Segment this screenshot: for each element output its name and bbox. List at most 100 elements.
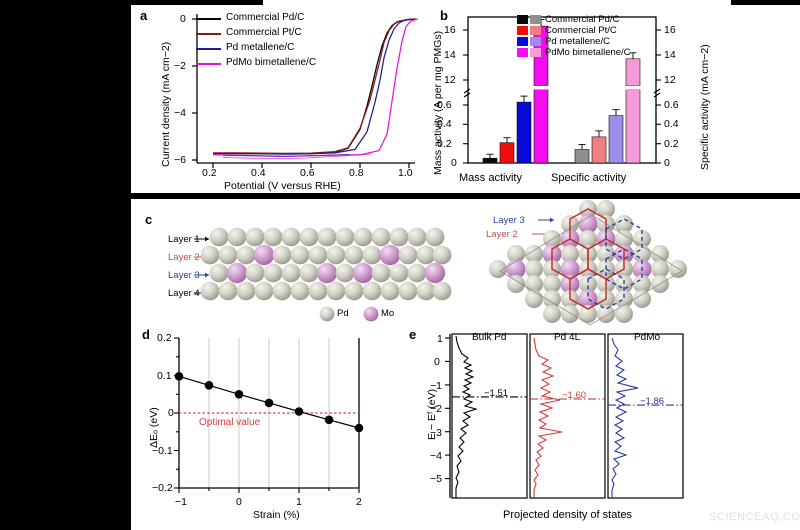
panel-b-legend-label-0: Commercial Pd/C — [545, 14, 620, 25]
panel-c-layer-label-1: Layer 2 — [168, 252, 200, 263]
panel-e-ytick-0: 1 — [437, 333, 443, 345]
panel-b-right-ytick-0: 0 — [664, 157, 670, 169]
panel-a-xtick-4: 1.0 — [398, 167, 413, 179]
panel-a-legend-line-2 — [196, 48, 221, 50]
panel-e-subplot-title-1: Pd 4L — [554, 332, 581, 343]
panel-d-ytick-2: 0 — [168, 407, 174, 419]
panel-d-ytick-1: 0.1 — [157, 370, 172, 382]
panel-d-xtick-0: −1 — [175, 496, 187, 508]
panel-b-left-ytick-3: 0.6 — [437, 99, 452, 111]
panel-c-label: c — [145, 212, 153, 227]
panel-e-xlabel: Projected density of states — [503, 509, 633, 521]
panel-e-dband-value-0: −1.51 — [484, 388, 509, 399]
panel-b-legend-swatch-dark-1 — [517, 26, 528, 35]
panel-b-left-ytick-0: 0 — [451, 157, 457, 169]
panel-c-layer-label-3: Layer 4 — [168, 288, 200, 299]
panel-b-legend-swatch-dark-2 — [517, 37, 528, 46]
panel-b-ylabel-right: Specific activity (mA cm−2) — [699, 44, 711, 170]
panel-b-legend-label-3: PdMo bimetallene/C — [545, 47, 631, 58]
panel-b-legend-swatch-light-2 — [530, 37, 541, 46]
panel-e-ytick-1: 0 — [434, 356, 440, 368]
panel-b-left-ytick-4: 12 — [444, 74, 456, 86]
panel-b-right-ytick-2: 0.4 — [664, 118, 679, 130]
panel-d-plot — [174, 337, 364, 493]
panel-b-label: b — [440, 8, 448, 23]
panel-a-ytick-0: 0 — [180, 13, 186, 25]
panel-b-left-ytick-6: 16 — [444, 24, 456, 36]
panel-a-xtick-2: 0.6 — [300, 167, 315, 179]
panel-e-subplot-title-0: Bulk Pd — [472, 332, 507, 343]
panel-a-legend-label-1: Commercial Pt/C — [226, 27, 302, 38]
panel-a-legend-line-1 — [196, 33, 221, 35]
panel-c-atom-legend-mo: Mo — [381, 308, 395, 319]
panel-d-ylabel: ΔEₒ (eV) — [148, 407, 160, 448]
panel-b-right-ytick-3: 0.6 — [664, 99, 679, 111]
pd-atom-legend-icon — [319, 306, 335, 322]
panel-c-side-view — [194, 227, 452, 322]
panel-d-optimal-annotation: Optimal value — [199, 417, 261, 428]
panel-d-ytick-0: 0.2 — [157, 332, 172, 344]
panel-divider — [131, 193, 800, 199]
panel-d-xtick-2: 1 — [296, 496, 302, 508]
panel-c-right-label-1: Layer 2 — [486, 229, 518, 240]
panel-d-ytick-3: −0.1 — [152, 445, 173, 457]
panel-e-ytick-3: −2 — [430, 403, 442, 415]
panel-e-dband-value-1: −1.60 — [562, 390, 587, 401]
panel-b-group-label-0: Mass activity — [459, 172, 522, 184]
panel-a-xtick-1: 0.4 — [251, 167, 266, 179]
panel-b-legend-label-2: Pd metallene/C — [545, 36, 610, 47]
mo-atom-legend-icon — [363, 306, 379, 322]
panel-a-legend-line-0 — [196, 18, 221, 20]
panel-e-ytick-6: −5 — [430, 473, 442, 485]
panel-b-right-ytick-6: 16 — [664, 24, 676, 36]
panel-a-legend-label-3: PdMo bimetallene/C — [226, 57, 317, 68]
panel-b-left-ytick-1: 0.2 — [437, 138, 452, 150]
panel-d-label: d — [142, 327, 150, 342]
panel-a-xtick-3: 0.8 — [349, 167, 364, 179]
panel-b-legend-swatch-dark-0 — [517, 15, 528, 24]
panel-e-ytick-2: −1 — [430, 380, 442, 392]
panel-d-ytick-4: −0.2 — [152, 482, 173, 494]
panel-b-legend-label-1: Commercial Pt/C — [545, 25, 617, 36]
panel-a-legend-line-3 — [196, 63, 221, 65]
panel-b-right-ytick-5: 14 — [664, 49, 676, 61]
panel-a-legend-label-0: Commercial Pd/C — [226, 12, 305, 23]
panel-b-right-ytick-1: 0.2 — [664, 138, 679, 150]
watermark: SCIENCEAQ.COM — [709, 511, 800, 523]
panel-b-legend-swatch-dark-3 — [517, 48, 528, 57]
panel-c-atom-legend-pd: Pd — [337, 308, 349, 319]
panel-e-label: e — [409, 327, 417, 342]
panel-b-left-ytick-2: 0.4 — [437, 118, 452, 130]
top-notch-tab — [372, 0, 394, 10]
panel-c-top-view — [489, 200, 687, 326]
panel-c-right-label-0: Layer 3 — [493, 215, 525, 226]
panel-e-subplot-title-2: PdMo — [634, 332, 661, 343]
panel-e-ytick-5: −4 — [430, 450, 442, 462]
panel-d-xtick-1: 0 — [236, 496, 242, 508]
panel-b-legend-swatch-light-0 — [530, 15, 541, 24]
panel-c-layer-label-0: Layer 1 — [168, 234, 200, 245]
panel-e-ytick-4: −3 — [430, 427, 442, 439]
panel-e-dband-value-2: −1.86 — [640, 396, 665, 407]
panel-a-ytick-2: −4 — [174, 107, 186, 119]
panel-a-ytick-1: −2 — [174, 60, 186, 72]
panel-b-group-label-1: Specific activity — [551, 172, 627, 184]
panel-a-plot — [192, 14, 419, 168]
panel-a-label: a — [140, 8, 148, 23]
panel-d-xlabel: Strain (%) — [253, 509, 300, 521]
panel-d-xtick-3: 2 — [356, 496, 362, 508]
panel-b-right-ytick-4: 12 — [664, 74, 676, 86]
panel-a-ytick-3: −6 — [174, 154, 186, 166]
panel-e-plot — [445, 333, 684, 499]
panel-b-legend-swatch-light-3 — [530, 48, 541, 57]
panel-a-legend-label-2: Pd metallene/C — [226, 42, 295, 53]
panel-b-ylabel-left: Mass activity (A per mg PMGs) — [432, 30, 444, 175]
panel-a-ylabel: Current density (mA cm−2) — [160, 41, 172, 167]
panel-e-ylabel: E − Eᶠ (eV) — [426, 388, 438, 440]
panel-a-xlabel: Potential (V versus RHE) — [224, 180, 341, 192]
panel-c-layer-label-2: Layer 3 — [168, 270, 200, 281]
panel-b-plot — [463, 16, 661, 164]
top-notch — [263, 0, 731, 6]
panel-b-legend-swatch-light-1 — [530, 26, 541, 35]
